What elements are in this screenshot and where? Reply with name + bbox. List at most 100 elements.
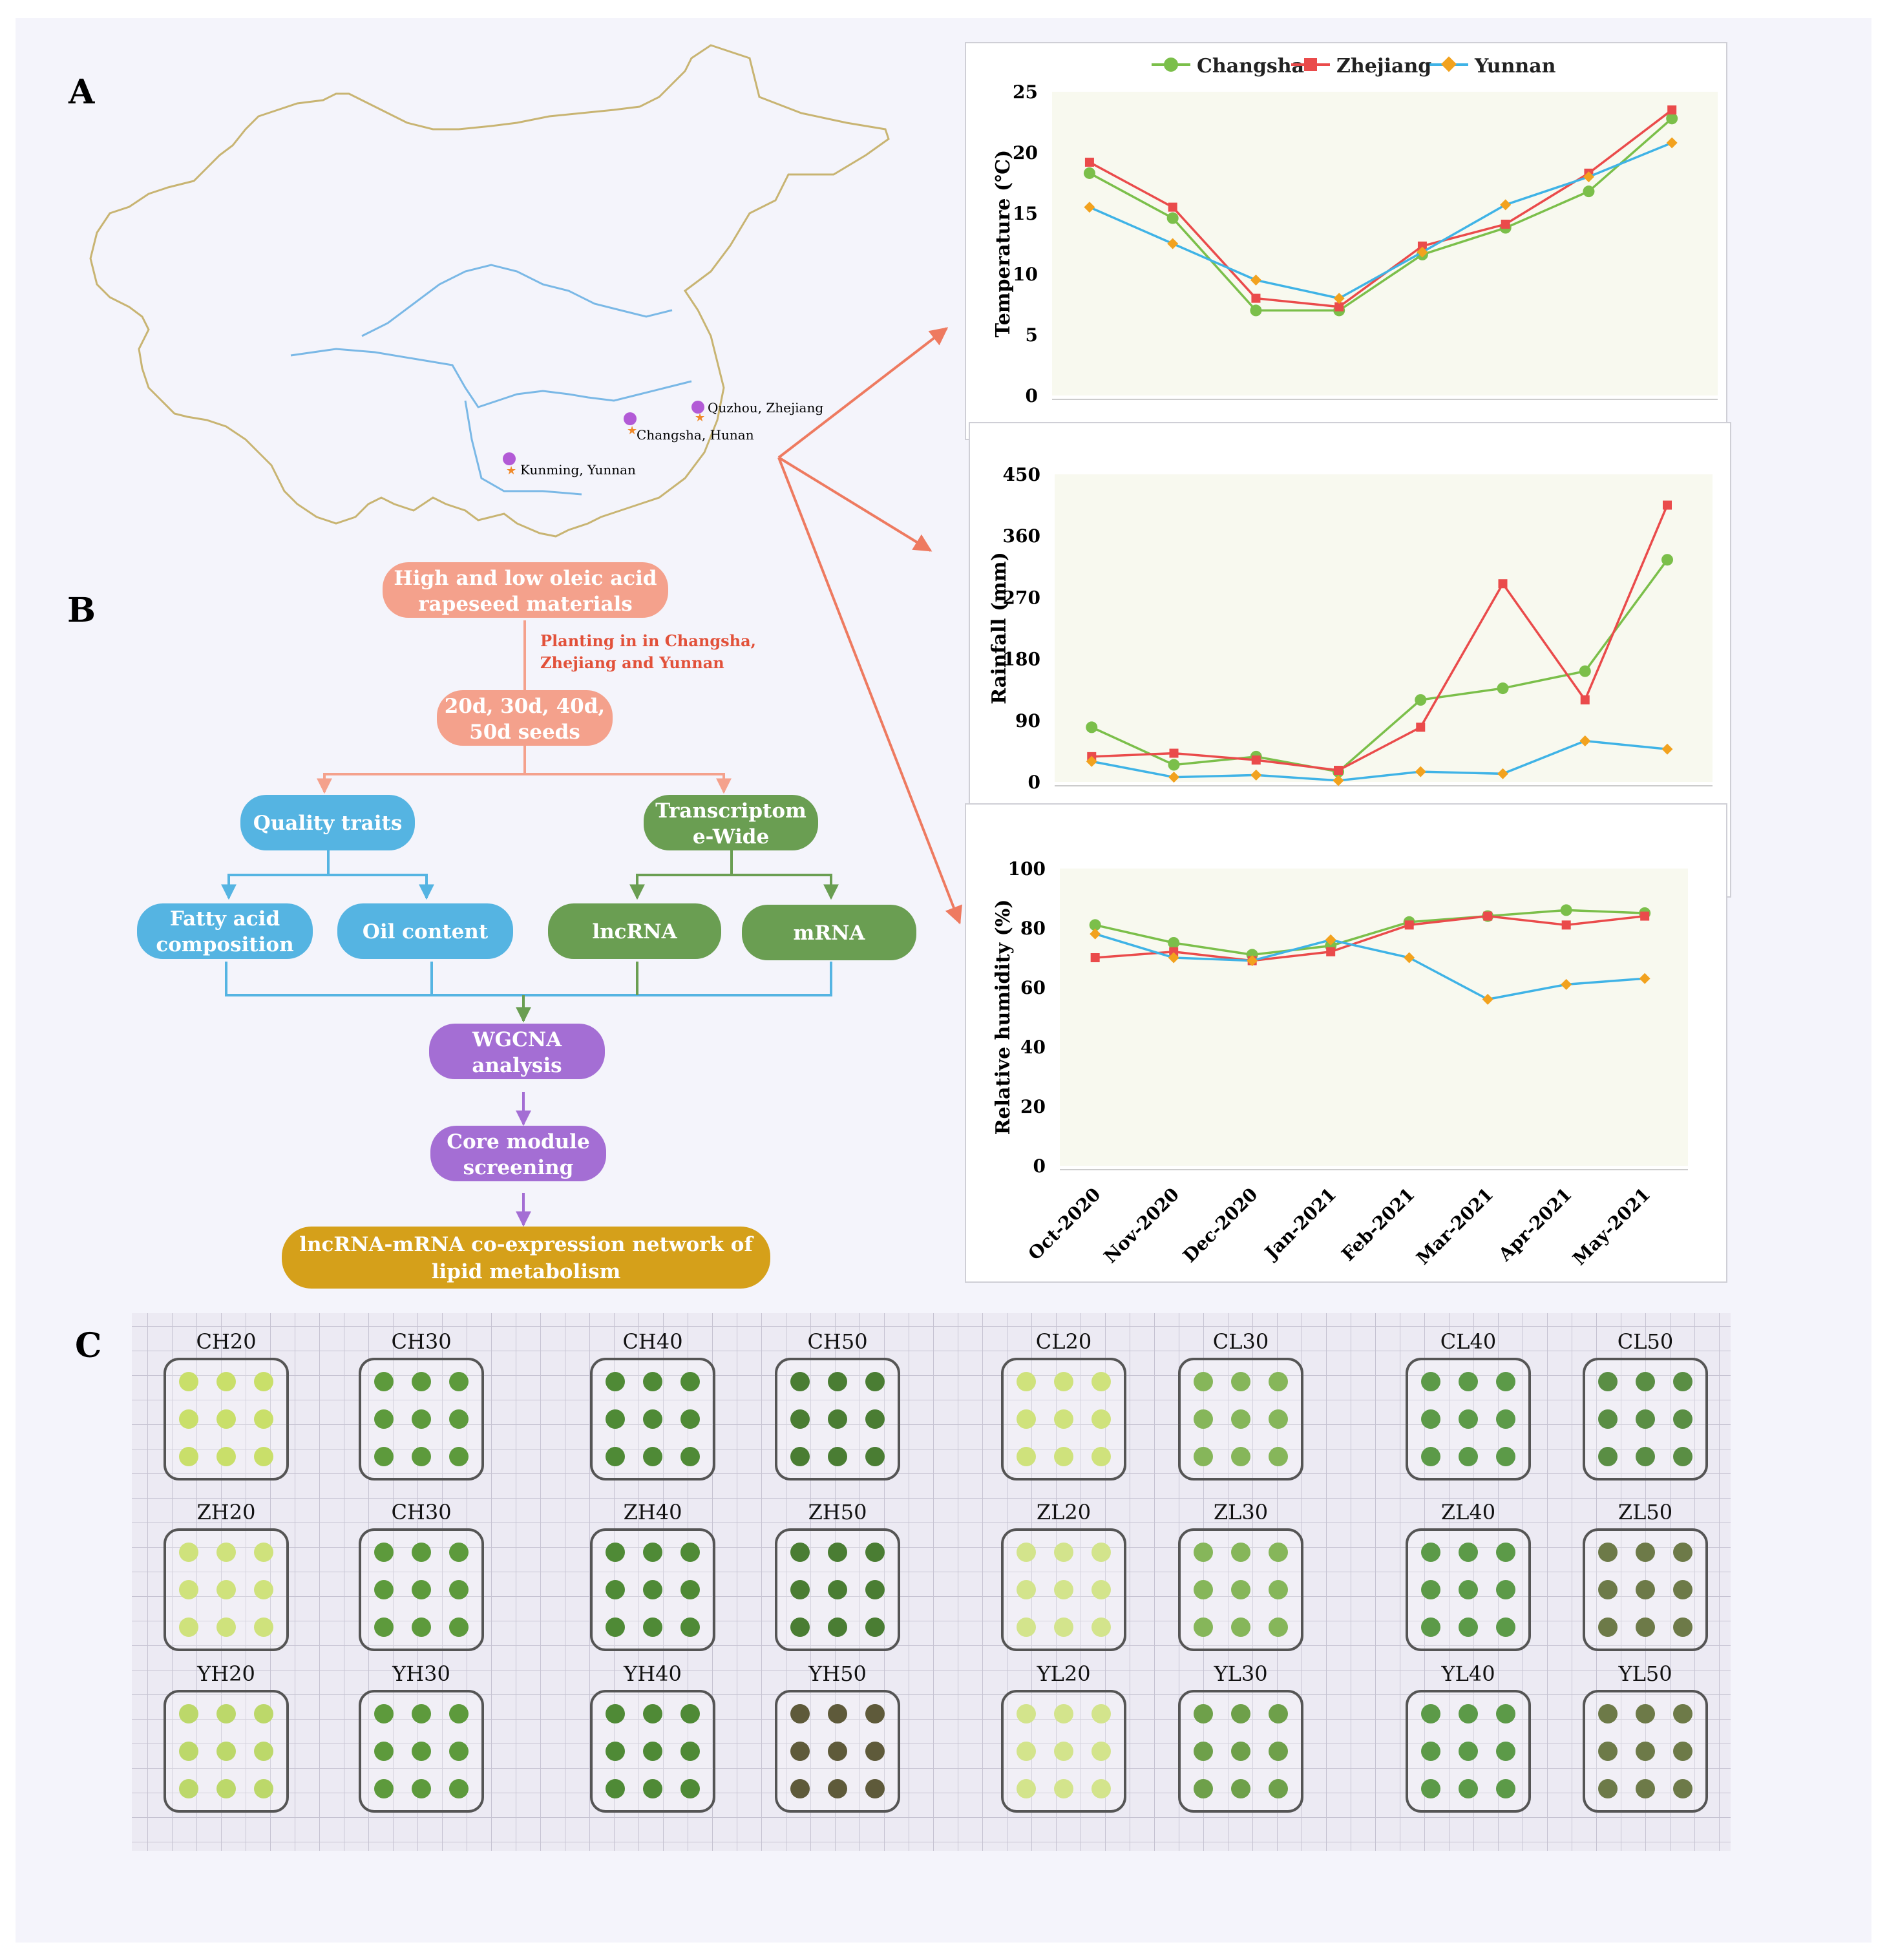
sample-label: ZH20 xyxy=(197,1500,256,1524)
y-tick-label: 10 xyxy=(1013,264,1038,285)
sample-zh50: ZH50 xyxy=(775,1500,900,1651)
data-point-yunnan xyxy=(1561,978,1572,990)
seed xyxy=(680,1372,700,1391)
y-tick-label: 5 xyxy=(1026,324,1038,346)
node-mrna: mRNA xyxy=(742,905,916,960)
location-changsha: ★ Changsha, Hunan xyxy=(624,412,754,443)
seed xyxy=(1091,1704,1111,1723)
seed xyxy=(254,1742,273,1761)
data-point-changsha xyxy=(1415,694,1427,706)
seed xyxy=(1269,1372,1288,1391)
node-transcriptome: Transcriptom e-Wide xyxy=(644,795,818,850)
y-tick-label: 100 xyxy=(1008,858,1046,880)
seed xyxy=(643,1543,662,1562)
planting-note: Zhejiang and Yunnan xyxy=(540,653,724,672)
y-tick-label: 15 xyxy=(1013,203,1038,224)
seed xyxy=(1054,1447,1073,1466)
seed xyxy=(1231,1704,1250,1723)
seed xyxy=(1194,1372,1213,1391)
seed xyxy=(412,1372,431,1391)
data-point-changsha xyxy=(1497,682,1509,695)
seed xyxy=(865,1618,885,1637)
svg-text:lipid metabolism: lipid metabolism xyxy=(432,1260,621,1283)
node-seeds: 20d, 30d, 40d, 50d seeds xyxy=(437,690,613,746)
seed xyxy=(865,1704,885,1723)
seed xyxy=(643,1618,662,1637)
seed xyxy=(374,1618,394,1637)
seed xyxy=(1598,1372,1618,1391)
seed xyxy=(374,1742,394,1761)
seed xyxy=(606,1447,625,1466)
seed xyxy=(1269,1779,1288,1798)
seed xyxy=(1673,1704,1692,1723)
seed xyxy=(1673,1580,1692,1599)
seed xyxy=(254,1580,273,1599)
data-point-yunnan xyxy=(1497,768,1508,779)
seed xyxy=(1459,1580,1478,1599)
seed xyxy=(449,1543,469,1562)
seed xyxy=(216,1409,236,1429)
seed xyxy=(1496,1704,1515,1723)
seed xyxy=(1054,1618,1073,1637)
seed xyxy=(643,1779,662,1798)
seed xyxy=(1194,1704,1213,1723)
location-quzhou: ★ Quzhou, Zhejiang xyxy=(691,400,823,425)
seed xyxy=(680,1742,700,1761)
seed xyxy=(865,1409,885,1429)
svg-text:analysis: analysis xyxy=(472,1054,562,1077)
seed xyxy=(1054,1409,1073,1429)
seed xyxy=(828,1372,847,1391)
data-point-changsha xyxy=(1583,185,1595,198)
series-line-changsha xyxy=(1089,118,1673,312)
data-point-yunnan xyxy=(1415,766,1426,777)
seed xyxy=(680,1409,700,1429)
sample-label: YH40 xyxy=(623,1661,682,1686)
svg-text:e-Wide: e-Wide xyxy=(693,825,769,848)
location-label: Kunming, Yunnan xyxy=(520,462,636,478)
seed xyxy=(1673,1372,1692,1391)
seed xyxy=(1673,1543,1692,1562)
map-river-yellow xyxy=(361,264,673,337)
seed xyxy=(1598,1618,1618,1637)
seed xyxy=(254,1409,273,1429)
y-tick-label: 0 xyxy=(1026,385,1038,406)
sample-label: CH30 xyxy=(391,1500,451,1524)
sample-cl30: CL30 xyxy=(1178,1329,1303,1481)
seed-samples-photo: CH20 CH30 CH40 CH50 CL20 CL30 CL40 CL50 ZH20 CH30… xyxy=(132,1313,1731,1851)
data-point-changsha xyxy=(1560,904,1572,916)
seed xyxy=(828,1779,847,1798)
location-label: Quzhou, Zhejiang xyxy=(708,400,823,416)
data-point-changsha xyxy=(1083,167,1095,179)
data-point-changsha xyxy=(1579,665,1591,677)
seed xyxy=(1091,1372,1111,1391)
svg-text:Quality traits: Quality traits xyxy=(253,812,403,835)
seed xyxy=(449,1409,469,1429)
sample-yl40: YL40 xyxy=(1406,1661,1531,1813)
data-point-zhejiang xyxy=(1498,579,1508,589)
seed xyxy=(1598,1447,1618,1466)
series-line-changsha xyxy=(1095,909,1645,956)
seed xyxy=(254,1704,273,1723)
sample-yl20: YL20 xyxy=(1001,1661,1126,1813)
seed xyxy=(606,1372,625,1391)
seed xyxy=(1091,1409,1111,1429)
data-point-yunnan xyxy=(1168,772,1179,783)
seed xyxy=(1017,1409,1036,1429)
arrow-to-rainfall xyxy=(777,456,933,552)
seed xyxy=(643,1447,662,1466)
seed xyxy=(790,1543,810,1562)
seed xyxy=(1598,1742,1618,1761)
seed xyxy=(179,1704,198,1723)
sample-label: ZH50 xyxy=(808,1500,867,1524)
seed xyxy=(790,1580,810,1599)
seed xyxy=(606,1580,625,1599)
data-point-zhejiang xyxy=(1561,920,1571,930)
seed xyxy=(1231,1580,1250,1599)
sample-label: YL50 xyxy=(1618,1661,1672,1686)
seed xyxy=(1091,1580,1111,1599)
seed xyxy=(374,1372,394,1391)
seed xyxy=(865,1372,885,1391)
seed xyxy=(254,1372,273,1391)
seed xyxy=(1496,1742,1515,1761)
